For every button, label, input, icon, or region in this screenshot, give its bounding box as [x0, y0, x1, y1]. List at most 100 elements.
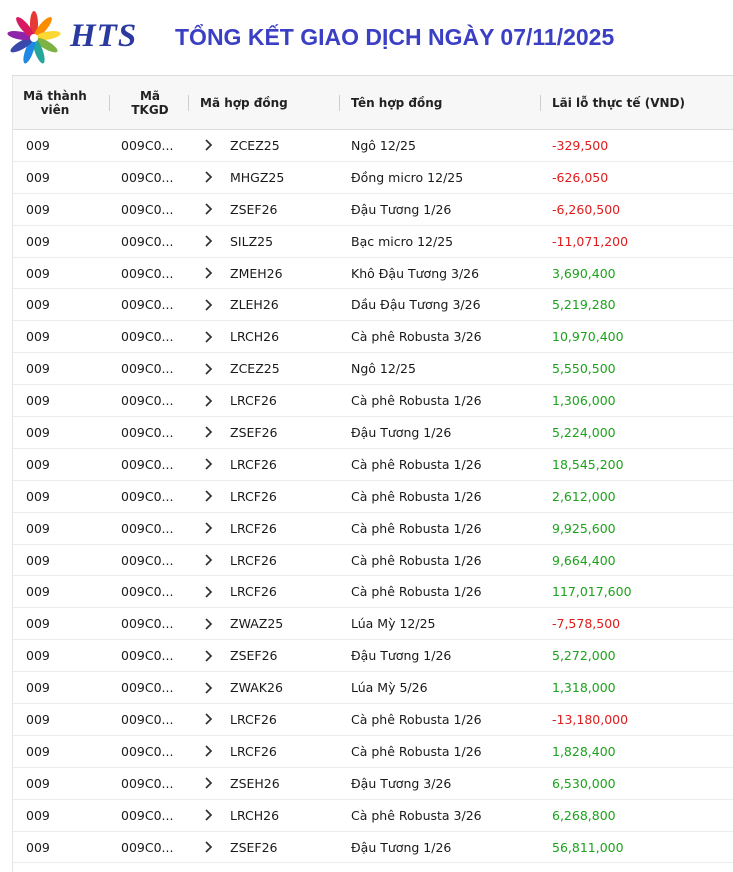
page-title: TỔNG KẾT GIAO DỊCH NGÀY 07/11/2025 [175, 24, 615, 50]
chevron-right-icon[interactable] [204, 130, 213, 161]
column-header-contract-name[interactable]: Tên hợp đồng [351, 95, 443, 110]
table-row[interactable]: 009 009C0... LRCH26 Cà phê Robusta 3/26 10,9… [13, 321, 733, 354]
chevron-right-icon[interactable] [204, 576, 213, 607]
member-code: 009 [26, 233, 50, 249]
table-row[interactable]: 009 009C0... LRCF26 Cà phê Robusta 1/26 -13,… [13, 704, 733, 736]
table-row[interactable]: 009 009C0... LRCF26 Cà phê Robusta 1/26 18,5… [13, 449, 733, 481]
table-body: 009 009C0... ZCEZ25 Ngô 12/25 -329,500 009 009… [13, 130, 733, 872]
chevron-right-icon[interactable] [204, 545, 213, 576]
chevron-right-icon[interactable] [204, 704, 213, 735]
table-row[interactable]: 009 009C0... ZSEF26 Đậu Tương 1/26 5,224,000 [13, 417, 733, 449]
chevron-right-icon[interactable] [204, 321, 213, 352]
account-code: 009C0... [121, 488, 174, 504]
table-row[interactable]: 009 009C0... ZSEF26 Đậu Tương 1/26 -6,260,50… [13, 194, 733, 226]
chevron-right-icon[interactable] [204, 449, 213, 480]
chevron-right-icon[interactable] [204, 513, 213, 544]
chevron-right-icon[interactable] [204, 800, 213, 831]
pnl-value: 18,545,200 [552, 456, 624, 472]
table-row[interactable]: 009 009C0... LRCF26 Cà phê Robusta 1/26 1,30… [13, 385, 733, 418]
chevron-right-icon[interactable] [204, 258, 213, 289]
contract-code: MHGZ25 [230, 169, 285, 185]
chevron-right-icon[interactable] [204, 162, 213, 193]
pnl-value: 5,550,500 [552, 361, 616, 377]
chevron-right-icon[interactable] [204, 608, 213, 639]
table-row[interactable]: 009 009C0... LRCF26 Cà phê Robusta 1/26 1,82… [13, 736, 733, 768]
table-row[interactable]: 009 009C0... SILZ25 Bạc micro 12/25 -11,071,… [13, 226, 733, 258]
contract-code: ZSEH26 [230, 775, 280, 791]
chevron-right-icon[interactable] [204, 768, 213, 799]
account-code: 009C0... [121, 265, 174, 281]
contract-name: Lúa Mỳ 12/25 [351, 616, 436, 632]
account-code: 009C0... [121, 743, 174, 759]
table-row[interactable]: 009 009C0... ZSEF26 Đậu Tương 1/26 56,811,00… [13, 832, 733, 864]
column-header-contract-code[interactable]: Mã hợp đồng [200, 95, 288, 110]
member-code: 009 [26, 393, 50, 409]
account-code: 009C0... [121, 233, 174, 249]
account-code: 009C0... [121, 807, 174, 823]
account-code: 009C0... [121, 169, 174, 185]
chevron-right-icon[interactable] [204, 481, 213, 512]
table-row[interactable]: 009 009C0... ZSEH26 Đậu Tương 3/26 6,530,000 [13, 768, 733, 800]
chevron-right-icon[interactable] [204, 353, 213, 384]
contract-name: Cà phê Robusta 1/26 [351, 520, 482, 536]
table-row[interactable]: 009 009C0... LRCF26 Cà phê Robusta 1/26 2,61… [13, 481, 733, 513]
table-row[interactable]: 009 009C0... ZWAZ25 Lúa Mỳ 12/25 -7,578,500 [13, 608, 733, 641]
member-code: 009 [26, 297, 50, 313]
member-code: 009 [26, 329, 50, 345]
table-row[interactable]: 009 009C0... ZMEH26 Khô Đậu Tương 3/26 3,690… [13, 258, 733, 290]
chevron-right-icon[interactable] [204, 672, 213, 703]
account-code: 009C0... [121, 361, 174, 377]
pnl-value: -11,071,200 [552, 233, 629, 249]
table-row[interactable]: 009 009C0... ZWAK26 Lúa Mỳ 5/26 1,318,000 [13, 672, 733, 705]
contract-code: LRCF26 [230, 393, 277, 409]
pnl-value: -6,260,500 [552, 201, 621, 217]
table-row[interactable]: 009 009C0... LRCF26 Cà phê Robusta 1/26 9,66… [13, 545, 733, 577]
table-row[interactable]: 009 009C0... LRCF26 Cà phê Robusta 1/26 9,92… [13, 513, 733, 545]
chevron-right-icon[interactable] [204, 736, 213, 767]
pnl-value: 3,690,400 [552, 265, 616, 281]
member-code: 009 [26, 680, 50, 696]
contract-code: LRCF26 [230, 743, 277, 759]
member-code: 009 [26, 424, 50, 440]
table-row[interactable]: 009 009C0... ZLEH26 Dầu Đậu Tương 3/26 5,219… [13, 289, 733, 322]
member-code: 009 [26, 520, 50, 536]
table-row[interactable]: 009 009C0... LRCH26 Cà phê Robusta 3/26 6,26… [13, 800, 733, 832]
chevron-right-icon[interactable] [204, 385, 213, 416]
pnl-value: 2,612,000 [552, 488, 616, 504]
contract-name: Đồng micro 12/25 [351, 169, 464, 185]
column-header-member[interactable]: Mã thành viên [23, 88, 87, 117]
page-header: HTS TỔNG KẾT GIAO DỊCH NGÀY 07/11/2025 [0, 0, 733, 76]
table-row[interactable]: 009 009C0... ZCEZ25 Ngô 12/25 -329,500 [13, 130, 733, 162]
chevron-right-icon[interactable] [204, 417, 213, 448]
pnl-value: 117,017,600 [552, 584, 632, 600]
account-code: 009C0... [121, 520, 174, 536]
chevron-right-icon[interactable] [204, 226, 213, 257]
chevron-right-icon[interactable] [204, 289, 213, 320]
account-code: 009C0... [121, 201, 174, 217]
member-code: 009 [26, 711, 50, 727]
contract-name: Khô Đậu Tương 3/26 [351, 265, 480, 281]
table-row[interactable]: 009 009C0... MHGZ25 Đồng micro 12/25 -626,05… [13, 162, 733, 194]
chevron-right-icon[interactable] [204, 640, 213, 671]
table-row[interactable]: 009 009C0... ZCEZ25 Ngô 12/25 5,550,500 [13, 353, 733, 386]
chevron-right-icon[interactable] [204, 194, 213, 225]
column-divider[interactable] [540, 95, 541, 111]
column-divider[interactable] [109, 95, 110, 111]
pnl-value: -13,180,000 [552, 711, 629, 727]
contract-code: LRCH26 [230, 807, 280, 823]
contract-code: LRCF26 [230, 456, 277, 472]
table-row[interactable]: 009 009C0... LRCF26 Cà phê Robusta 1/26 117,… [13, 576, 733, 609]
column-divider[interactable] [339, 95, 340, 111]
pnl-value: 6,268,800 [552, 807, 616, 823]
column-divider[interactable] [188, 95, 189, 111]
pnl-value: 9,664,400 [552, 552, 616, 568]
contract-name: Cà phê Robusta 1/26 [351, 488, 482, 504]
column-header-pnl[interactable]: Lãi lỗ thực tế (VND) [552, 95, 685, 110]
column-header-account[interactable]: Mã TKGD [131, 88, 169, 117]
member-code: 009 [26, 648, 50, 664]
table-row[interactable]: 009 009C0... ZSEF26 Đậu Tương 1/26 5,272,000 [13, 640, 733, 673]
pnl-value: -626,050 [552, 169, 609, 185]
chevron-right-icon[interactable] [204, 832, 213, 863]
contract-name: Đậu Tương 3/26 [351, 775, 452, 791]
account-code: 009C0... [121, 680, 174, 696]
